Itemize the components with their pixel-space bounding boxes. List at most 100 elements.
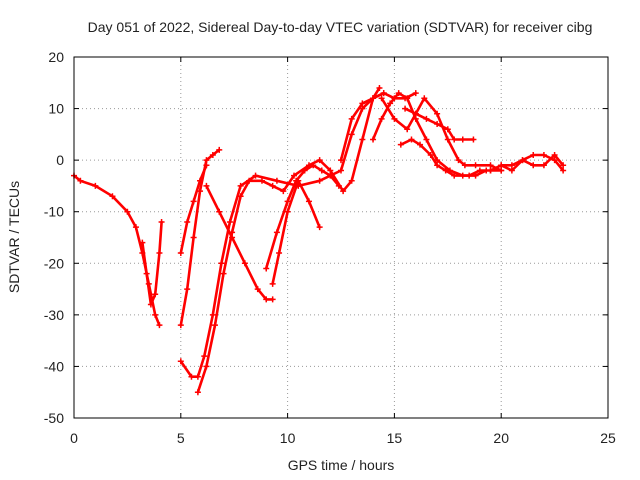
y-tick-label: 10 <box>48 101 64 117</box>
data-point-arc-2 <box>184 286 191 293</box>
x-tick-label: 25 <box>600 430 616 446</box>
plot-frame <box>73 56 609 419</box>
data-point-arc-12 <box>498 167 505 174</box>
data-point-arc-3 <box>194 373 201 380</box>
data-point-arc-2b <box>203 162 210 169</box>
data-point-arc-8 <box>412 90 419 97</box>
data-point-arc-11 <box>402 105 409 112</box>
series-arc-1 <box>72 174 161 327</box>
data-point-arc-1-spread <box>156 249 163 256</box>
data-point-arc-13 <box>487 167 494 174</box>
data-point-arc-10 <box>434 110 441 117</box>
data-point-arc-4 <box>280 188 287 195</box>
data-point-arc-10 <box>391 115 398 122</box>
data-point-arc-3 <box>226 219 233 226</box>
data-point-arc-13 <box>530 151 537 158</box>
data-point-arc-10 <box>455 157 462 164</box>
data-point-arc-7 <box>305 198 312 205</box>
tick-labels: 0 5 10 15 20 25 20 10 0 -10 -20 -30 -40 -50 <box>44 49 616 446</box>
x-tick-label: 10 <box>280 430 296 446</box>
data-point-arc-7 <box>316 224 323 231</box>
data-point-arc-12 <box>417 141 424 148</box>
data-point-arc-2b <box>177 249 184 256</box>
data-point-arc-9 <box>404 95 411 102</box>
data-point-arc-1-spread <box>152 291 159 298</box>
chart-title: Day 051 of 2022, Sidereal Day-to-day VTE… <box>88 19 593 35</box>
y-tick-label: 0 <box>56 152 64 168</box>
series-arc-2 <box>179 148 221 327</box>
data-point-arc-8 <box>348 115 355 122</box>
data-point-arc-10 <box>461 162 468 169</box>
data-point-arc-1 <box>156 322 163 329</box>
data-point-arc-8 <box>370 95 377 102</box>
y-tick-label: -10 <box>44 204 64 220</box>
data-series <box>71 84 567 396</box>
data-point-arc-5 <box>241 260 248 267</box>
y-tick-label: -50 <box>44 410 64 426</box>
data-point-arc-2b <box>190 198 197 205</box>
data-point-arc-3 <box>338 167 344 174</box>
data-point-arc-4 <box>203 363 210 370</box>
data-point-arc-12 <box>442 167 449 174</box>
data-point-arc-3 <box>177 358 184 365</box>
data-point-arc-7 <box>284 208 291 215</box>
data-point-arc-1 <box>132 224 139 231</box>
data-point-arc-6 <box>318 167 325 174</box>
x-tick-label: 0 <box>70 430 78 446</box>
data-point-arc-1 <box>124 208 131 215</box>
grid-lines <box>74 57 608 418</box>
data-point-arc-11 <box>434 121 441 128</box>
data-point-arc-5 <box>269 296 276 303</box>
data-point-arc-8 <box>338 157 344 164</box>
data-point-arc-11 <box>459 136 466 143</box>
y-tick-label: -40 <box>44 358 64 374</box>
y-axis-label: SDTVAR / TECUs <box>6 181 22 293</box>
data-point-arc-6 <box>284 198 291 205</box>
data-point-arc-4 <box>220 270 227 277</box>
data-point-arc-3 <box>316 177 323 184</box>
data-point-arc-6 <box>327 172 334 179</box>
data-point-arc-4 <box>327 167 334 174</box>
data-point-arc-2 <box>209 151 216 158</box>
data-point-arc-7 <box>276 249 283 256</box>
data-point-arc-12 <box>408 136 415 143</box>
data-point-arc-4 <box>269 182 276 189</box>
x-tick-label: 15 <box>387 430 403 446</box>
data-point-arc-9 <box>378 115 385 122</box>
data-point-arc-10 <box>444 136 451 143</box>
data-point-arc-14 <box>540 162 547 169</box>
data-point-arc-6 <box>310 162 317 169</box>
series-arc-7 <box>271 179 321 286</box>
data-point-arc-11 <box>470 136 477 143</box>
data-point-arc-3 <box>188 373 195 380</box>
data-point-arc-11 <box>412 110 419 117</box>
data-point-arc-1-spread <box>139 239 146 246</box>
data-point-arc-4 <box>359 136 366 143</box>
data-point-arc-12 <box>397 141 404 148</box>
data-point-arc-13 <box>540 151 547 158</box>
data-point-arc-3 <box>209 311 216 318</box>
data-point-arc-12 <box>451 172 458 179</box>
data-point-arc-11 <box>423 115 430 122</box>
data-point-arc-13 <box>508 162 515 169</box>
data-point-arc-3 <box>252 172 259 179</box>
data-point-arc-9 <box>395 90 402 97</box>
data-point-arc-6 <box>273 229 280 236</box>
data-point-arc-10 <box>378 95 385 102</box>
data-point-arc-6 <box>301 167 308 174</box>
x-tick-label: 5 <box>177 430 185 446</box>
data-point-arc-4 <box>340 188 347 195</box>
x-tick-label: 20 <box>493 430 509 446</box>
data-point-arc-1 <box>152 311 159 318</box>
data-point-arc-4 <box>348 177 355 184</box>
data-point-arc-4 <box>316 157 323 164</box>
data-point-arc-5 <box>254 286 261 293</box>
data-point-arc-8 <box>380 90 387 97</box>
data-point-arc-3 <box>273 177 280 184</box>
data-point-arc-13 <box>551 157 558 164</box>
data-point-arc-4 <box>291 172 298 179</box>
data-point-arc-2 <box>177 322 184 329</box>
data-point-arc-10 <box>472 162 479 169</box>
data-point-arc-8 <box>359 100 366 107</box>
data-point-arc-11 <box>451 136 458 143</box>
